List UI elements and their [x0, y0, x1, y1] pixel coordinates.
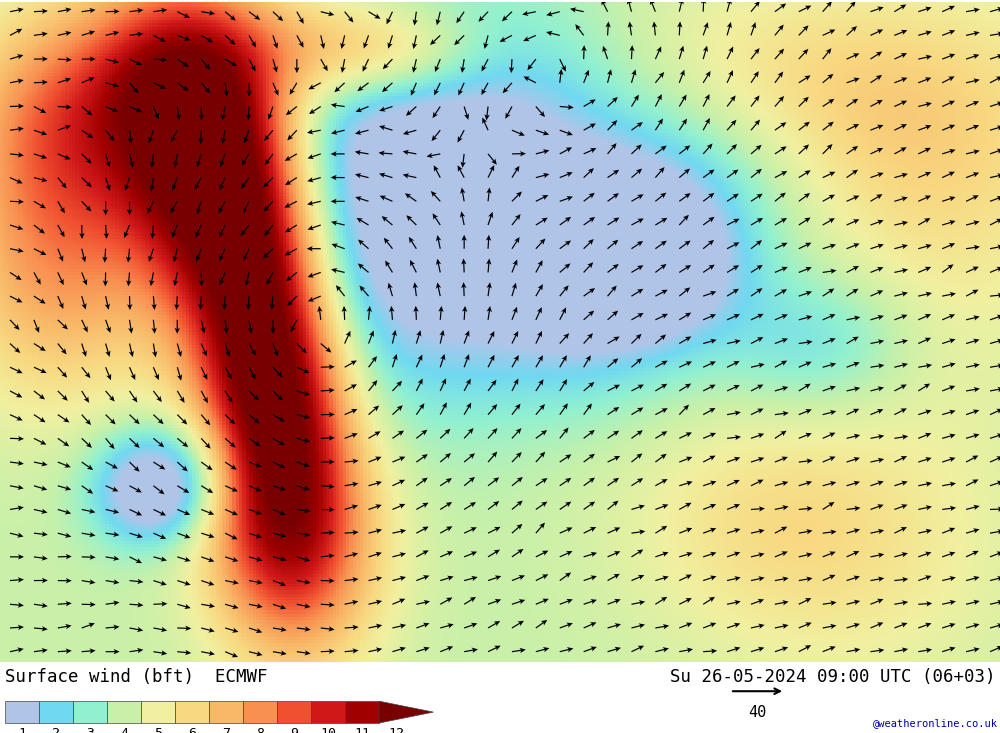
Text: 12: 12 — [388, 727, 404, 733]
Bar — [209, 701, 243, 723]
Text: 2: 2 — [52, 727, 60, 733]
Text: 40: 40 — [748, 705, 766, 720]
Bar — [39, 701, 73, 723]
Text: 3: 3 — [86, 727, 94, 733]
Text: Su 26-05-2024 09:00 UTC (06+03): Su 26-05-2024 09:00 UTC (06+03) — [670, 668, 995, 686]
Bar — [345, 701, 379, 723]
Bar — [5, 701, 39, 723]
Text: 4: 4 — [120, 727, 128, 733]
Text: 6: 6 — [188, 727, 196, 733]
Text: Surface wind (bft)  ECMWF: Surface wind (bft) ECMWF — [5, 668, 268, 686]
Text: 11: 11 — [354, 727, 370, 733]
Bar — [277, 701, 311, 723]
Text: 10: 10 — [320, 727, 336, 733]
Text: 9: 9 — [290, 727, 298, 733]
Text: 5: 5 — [154, 727, 162, 733]
Bar — [243, 701, 277, 723]
Bar — [141, 701, 175, 723]
Polygon shape — [379, 701, 433, 723]
Text: 7: 7 — [222, 727, 230, 733]
Text: @weatheronline.co.uk: @weatheronline.co.uk — [873, 718, 998, 728]
Bar — [107, 701, 141, 723]
Text: 8: 8 — [256, 727, 264, 733]
Bar — [175, 701, 209, 723]
Bar — [311, 701, 345, 723]
Bar — [73, 701, 107, 723]
Text: 1: 1 — [18, 727, 26, 733]
